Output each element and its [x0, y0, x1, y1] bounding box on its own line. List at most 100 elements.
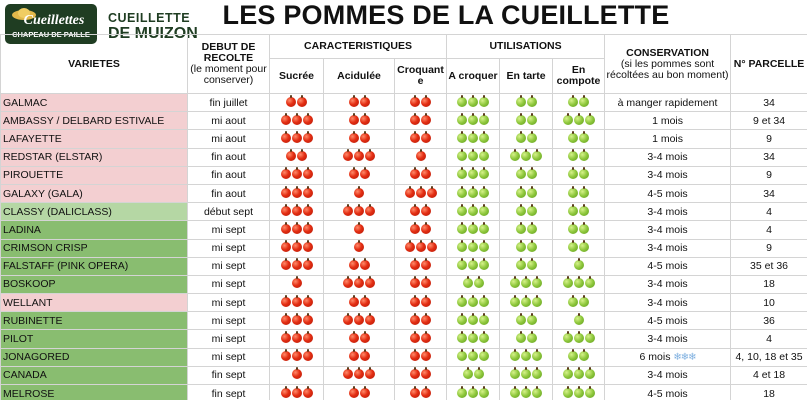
tart-rating — [499, 165, 554, 185]
svg-text:Cueillettes: Cueillettes — [24, 13, 85, 28]
conservation-text: 3-4 mois — [647, 242, 688, 255]
tart-rating — [499, 383, 554, 400]
tart-rating — [499, 238, 554, 258]
sweet-rating — [269, 365, 324, 386]
red-apple-icon — [421, 349, 432, 362]
red-apple-icon — [348, 331, 359, 344]
green-apple-icon — [526, 94, 537, 107]
compote-rating — [552, 347, 606, 367]
red-apple-icon — [280, 331, 291, 344]
red-apple-icon — [426, 240, 437, 253]
green-apple-icon — [573, 276, 584, 289]
header-conservation-note: (si les pommes sont récoltées au bon mom… — [606, 57, 729, 81]
red-apple-icon — [365, 312, 375, 325]
red-apple-icon — [343, 367, 353, 380]
crunchy-rating — [393, 202, 448, 222]
red-apple-icon — [348, 294, 359, 307]
variety-name: GALMAC — [0, 92, 188, 113]
red-apple-icon — [291, 221, 302, 234]
conservation-time: 3-4 mois — [604, 202, 732, 222]
variety-name: RUBINETTE — [0, 311, 188, 331]
green-apple-icon — [479, 349, 490, 362]
red-apple-icon — [421, 385, 432, 398]
sweet-rating — [269, 202, 324, 222]
red-apple-icon — [297, 149, 307, 162]
eat-rating — [446, 347, 501, 367]
green-apple-icon — [579, 221, 590, 234]
acidic-rating — [323, 383, 395, 400]
green-apple-icon — [462, 276, 473, 289]
header-conservation: CONSERVATION (si les pommes sont récolté… — [604, 34, 732, 94]
acidic-rating — [323, 256, 395, 276]
harvest-time: fin aout — [187, 183, 270, 204]
green-apple-icon — [515, 312, 526, 325]
red-apple-icon — [343, 203, 353, 216]
red-apple-icon — [421, 203, 432, 216]
red-apple-icon — [354, 203, 364, 216]
header-harvest-note: (le moment pour conserver) — [190, 63, 267, 86]
conservation-time: 4-5 mois — [604, 256, 732, 276]
red-apple-icon — [280, 294, 291, 307]
compote-rating — [552, 365, 606, 386]
red-apple-icon — [410, 112, 421, 125]
conservation-text: à manger rapidement — [617, 96, 718, 109]
red-apple-icon — [302, 167, 313, 180]
green-apple-icon — [457, 221, 468, 234]
table-row: GALAXY (GALA) fin aout 4-5 mois 34 — [0, 183, 807, 204]
tart-rating — [499, 365, 554, 386]
green-apple-icon — [584, 276, 595, 289]
green-apple-icon — [532, 349, 543, 362]
tart-rating — [499, 202, 554, 222]
green-apple-icon — [457, 240, 468, 253]
green-apple-icon — [468, 185, 479, 198]
crunchy-rating — [393, 238, 448, 258]
conservation-text: 3-4 mois — [647, 205, 688, 218]
green-apple-icon — [479, 221, 490, 234]
eat-rating — [446, 165, 501, 185]
conservation-text: 4-5 mois — [647, 187, 688, 200]
green-apple-icon — [515, 331, 526, 344]
variety-name: MELROSE — [0, 383, 188, 400]
header-compote: En compote — [552, 58, 606, 94]
red-apple-icon — [354, 221, 364, 234]
green-apple-icon — [562, 385, 573, 398]
crunchy-rating — [393, 92, 448, 113]
green-apple-icon — [457, 258, 468, 271]
header-conservation-label: CONSERVATION — [626, 46, 709, 59]
compote-rating — [552, 311, 606, 331]
sweet-rating — [269, 238, 324, 258]
green-apple-icon — [521, 349, 532, 362]
conservation-time: 4-5 mois — [604, 311, 732, 331]
plot-number: 18 — [730, 383, 807, 400]
table-row: LADINA mi sept 3-4 mois 4 — [0, 220, 807, 240]
conservation-time: 6 mois ❄❄❄ — [604, 347, 732, 367]
green-apple-icon — [457, 112, 468, 125]
red-apple-icon — [348, 130, 359, 143]
variety-name: CRIMSON CRISP — [0, 238, 188, 258]
acidic-rating — [323, 365, 395, 386]
green-apple-icon — [510, 276, 521, 289]
conservation-text: 3-4 mois — [647, 223, 688, 236]
green-apple-icon — [515, 240, 526, 253]
red-apple-icon — [359, 94, 370, 107]
red-apple-icon — [280, 203, 291, 216]
compote-rating — [552, 147, 606, 167]
header-acidic: Acidulée — [323, 58, 395, 94]
red-apple-icon — [280, 349, 291, 362]
plot-number: 4, 10, 18 et 35 — [730, 347, 807, 367]
green-apple-icon — [521, 276, 532, 289]
green-apple-icon — [468, 331, 479, 344]
tart-rating — [499, 274, 554, 295]
compote-rating — [552, 238, 606, 258]
table-row: CLASSY (DALICLASS) début sept 3-4 mois 4 — [0, 202, 807, 222]
compote-rating — [552, 202, 606, 222]
green-apple-icon — [584, 112, 595, 125]
acidic-rating — [323, 92, 395, 113]
conservation-time: 3-4 mois — [604, 365, 732, 386]
green-apple-icon — [468, 203, 479, 216]
green-apple-icon — [568, 185, 579, 198]
red-apple-icon — [404, 185, 415, 198]
green-apple-icon — [568, 349, 579, 362]
red-apple-icon — [410, 203, 421, 216]
green-apple-icon — [468, 240, 479, 253]
